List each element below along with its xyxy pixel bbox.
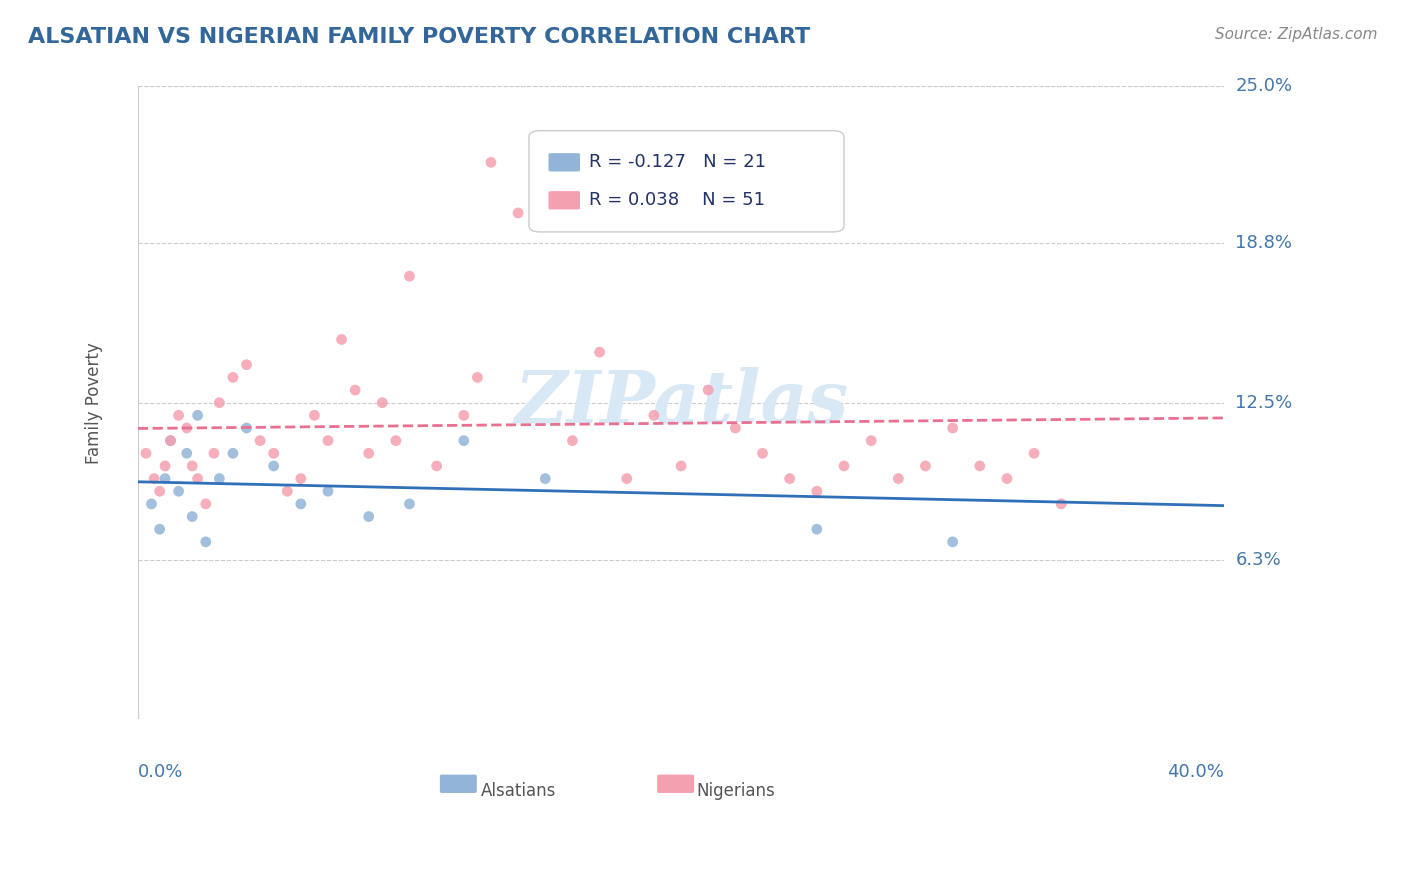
Text: Nigerians: Nigerians bbox=[696, 782, 775, 800]
Point bbox=[616, 472, 638, 486]
Point bbox=[316, 434, 339, 448]
Point bbox=[426, 458, 449, 473]
Point bbox=[344, 383, 367, 397]
Point bbox=[534, 219, 557, 233]
Point bbox=[167, 409, 190, 423]
Point bbox=[153, 472, 176, 486]
Point bbox=[385, 434, 408, 448]
Point bbox=[202, 446, 225, 460]
Point bbox=[357, 509, 380, 524]
Text: Family Poverty: Family Poverty bbox=[86, 342, 104, 464]
Point bbox=[588, 345, 610, 359]
Point bbox=[159, 434, 181, 448]
Text: R = -0.127   N = 21: R = -0.127 N = 21 bbox=[589, 153, 766, 171]
Text: ZIPatlas: ZIPatlas bbox=[515, 368, 848, 438]
Point bbox=[969, 458, 991, 473]
Point bbox=[751, 446, 773, 460]
Point bbox=[181, 509, 204, 524]
Point bbox=[290, 472, 312, 486]
Point bbox=[995, 472, 1018, 486]
Point bbox=[304, 409, 326, 423]
Point bbox=[534, 472, 557, 486]
Point bbox=[1050, 497, 1073, 511]
Text: 18.8%: 18.8% bbox=[1236, 235, 1292, 252]
Text: R = 0.038    N = 51: R = 0.038 N = 51 bbox=[589, 191, 765, 210]
Point bbox=[779, 472, 801, 486]
Point bbox=[235, 421, 257, 435]
Text: 40.0%: 40.0% bbox=[1167, 764, 1225, 781]
Point bbox=[222, 446, 245, 460]
FancyBboxPatch shape bbox=[548, 153, 581, 171]
Point bbox=[208, 395, 231, 409]
Point bbox=[697, 383, 720, 397]
Point bbox=[479, 155, 502, 169]
Point bbox=[561, 434, 583, 448]
Point bbox=[235, 358, 257, 372]
Point bbox=[263, 446, 285, 460]
Point bbox=[398, 497, 420, 511]
Point bbox=[316, 484, 339, 499]
Point bbox=[176, 421, 198, 435]
Point bbox=[806, 522, 828, 536]
Point bbox=[181, 458, 204, 473]
Point bbox=[149, 522, 172, 536]
Point bbox=[942, 421, 965, 435]
Point bbox=[290, 497, 312, 511]
Point bbox=[453, 434, 475, 448]
Point bbox=[167, 484, 190, 499]
Text: 6.3%: 6.3% bbox=[1236, 550, 1281, 568]
Text: 0.0%: 0.0% bbox=[138, 764, 183, 781]
Point bbox=[194, 534, 217, 549]
FancyBboxPatch shape bbox=[657, 774, 695, 793]
Point bbox=[143, 472, 166, 486]
Point bbox=[187, 472, 209, 486]
Point bbox=[149, 484, 172, 499]
Point bbox=[467, 370, 489, 384]
Point bbox=[942, 534, 965, 549]
Point bbox=[187, 409, 209, 423]
Point bbox=[1022, 446, 1045, 460]
FancyBboxPatch shape bbox=[440, 774, 477, 793]
Point bbox=[276, 484, 298, 499]
Point bbox=[222, 370, 245, 384]
Point bbox=[887, 472, 910, 486]
Point bbox=[643, 409, 665, 423]
Text: Alsatians: Alsatians bbox=[481, 782, 555, 800]
Point bbox=[398, 269, 420, 284]
Point bbox=[724, 421, 747, 435]
Point bbox=[806, 484, 828, 499]
FancyBboxPatch shape bbox=[529, 131, 844, 232]
Point bbox=[371, 395, 394, 409]
Point bbox=[914, 458, 936, 473]
Point bbox=[135, 446, 157, 460]
Point bbox=[669, 458, 692, 473]
Point bbox=[832, 458, 855, 473]
Text: Source: ZipAtlas.com: Source: ZipAtlas.com bbox=[1215, 27, 1378, 42]
Text: 12.5%: 12.5% bbox=[1236, 393, 1292, 412]
Point bbox=[453, 409, 475, 423]
Point bbox=[208, 472, 231, 486]
FancyBboxPatch shape bbox=[548, 191, 581, 210]
Point bbox=[159, 434, 181, 448]
Point bbox=[141, 497, 163, 511]
Point bbox=[194, 497, 217, 511]
Text: 25.0%: 25.0% bbox=[1236, 78, 1292, 95]
Text: ALSATIAN VS NIGERIAN FAMILY POVERTY CORRELATION CHART: ALSATIAN VS NIGERIAN FAMILY POVERTY CORR… bbox=[28, 27, 810, 46]
Point bbox=[330, 333, 353, 347]
Point bbox=[506, 206, 529, 220]
Point bbox=[860, 434, 883, 448]
Point bbox=[357, 446, 380, 460]
Point bbox=[153, 458, 176, 473]
Point bbox=[263, 458, 285, 473]
Point bbox=[249, 434, 271, 448]
Point bbox=[176, 446, 198, 460]
